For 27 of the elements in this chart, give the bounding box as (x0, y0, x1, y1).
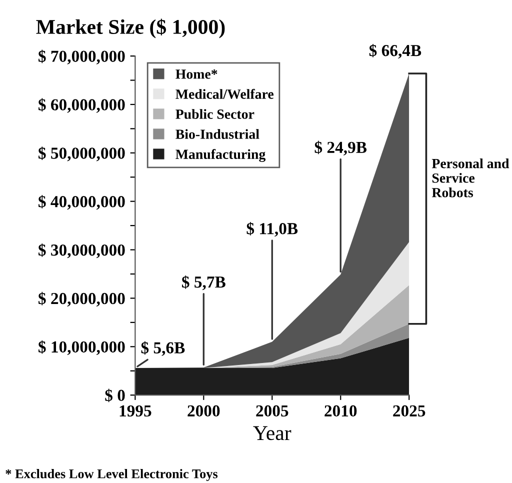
y-tick-label: $ 40,000,000 (38, 195, 125, 210)
y-tick-label: $ 20,000,000 (38, 292, 125, 307)
y-tick-label: $ 10,000,000 (38, 340, 125, 356)
x-tick-label: 2010 (324, 405, 357, 417)
annotation: $ 5,7B (182, 275, 226, 290)
legend-label: Public Sector (176, 109, 254, 119)
chart-title: Market Size ($ 1,000) (36, 18, 225, 38)
legend-label: Manufacturing (176, 149, 266, 162)
annotation: $ 24,9B (314, 140, 367, 156)
x-tick-label: 1995 (120, 405, 152, 417)
annotation: $ 5,6B (141, 341, 185, 356)
y-tick-label: $ 60,000,000 (38, 98, 125, 113)
y-tick-label: $ 50,000,000 (38, 146, 125, 162)
annotation: $ 66,4B (369, 44, 422, 59)
text: Personal and Service Robots (432, 158, 510, 198)
x-axis-title: Year (253, 426, 292, 440)
text: * Excludes Low Level Electronic Toys (6, 469, 218, 482)
x-tick-label: 2000 (188, 405, 220, 417)
legend-label: Home* (176, 70, 218, 79)
y-tick-label: $ 70,000,000 (38, 50, 125, 64)
x-tick-label: 2025 (393, 405, 426, 417)
x-tick-label: 2005 (256, 405, 288, 417)
annotation: $ 11,0B (246, 222, 298, 237)
legend-label: Bio-Industrial (176, 129, 260, 139)
y-tick-label: $ 30,000,000 (38, 243, 125, 258)
legend-label: Medical/Welfare (176, 88, 274, 99)
y-tick-label: $ 0 (105, 388, 125, 402)
